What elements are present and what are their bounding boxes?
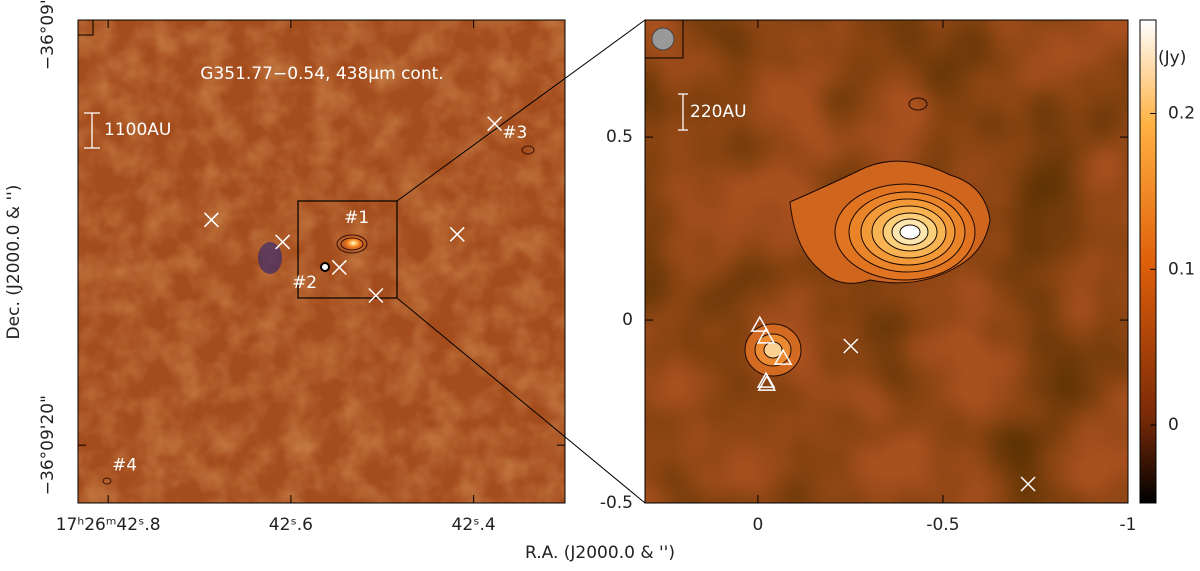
source-label: #1: [344, 208, 369, 228]
y-tick-label: 0: [622, 310, 633, 330]
cross-marker: [449, 226, 465, 242]
source-label: #4: [112, 456, 137, 476]
colorbar: [1139, 19, 1157, 504]
absorption: [258, 242, 282, 274]
cross-marker: [331, 259, 347, 275]
zoom-line: [396, 19, 646, 202]
triangle-marker: [773, 348, 793, 365]
source-label: #3: [502, 123, 527, 143]
y-tick-label: −36°09'20": [38, 395, 58, 495]
colorbar-tick-label: 0: [1168, 415, 1179, 435]
scale-bar: [678, 93, 688, 131]
cross-marker: [203, 212, 219, 228]
frame: [644, 19, 1129, 504]
x-tick-label: 42ˢ.4: [452, 515, 496, 535]
cross-marker: [275, 234, 291, 250]
scale-bar: [84, 112, 100, 149]
source: [320, 262, 330, 272]
x-tick-label: 17ʰ26ᵐ42ˢ.8: [56, 515, 161, 535]
colorbar-label: (Jy): [1158, 48, 1186, 68]
x-tick-label: 0: [752, 515, 763, 535]
scale-bar-label: 1100AU: [104, 120, 171, 140]
triangle-marker: [757, 374, 777, 391]
x-tick-label: -1: [1120, 515, 1137, 535]
contours: [102, 145, 535, 485]
colorbar-tick-label: 0.2: [1168, 103, 1195, 123]
x-axis-label: R.A. (J2000.0 & ''): [525, 543, 675, 563]
triangle-marker: [756, 327, 776, 344]
y-tick-label: -0.5: [600, 493, 633, 513]
y-tick-label: −36°09'15": [38, 0, 58, 70]
beam: [651, 27, 675, 51]
x-tick-label: -0.5: [926, 515, 959, 535]
zoom-box: [297, 200, 398, 299]
contours: [744, 97, 991, 377]
beam-box: [644, 19, 684, 59]
cross-marker: [487, 116, 503, 132]
triangle-marker: [756, 371, 776, 388]
cross-marker: [368, 287, 384, 304]
cross-marker: [843, 338, 859, 354]
y-axis-label: Dec. (J2000.0 & ''): [4, 185, 24, 340]
zoom-line: [396, 297, 646, 504]
triangle-marker: [750, 315, 770, 332]
scale-bar-label: 220AU: [690, 102, 747, 122]
colorbar-tick-label: 0.1: [1168, 259, 1195, 279]
source-label: #2: [292, 273, 317, 293]
panel-title: G351.77−0.54, 438μm cont.: [200, 64, 443, 84]
x-tick-label: 42ˢ.6: [269, 515, 313, 535]
frame: [77, 19, 566, 504]
cross-marker: [1020, 476, 1036, 492]
y-tick-label: 0.5: [606, 127, 633, 147]
image-noise: [78, 20, 565, 503]
